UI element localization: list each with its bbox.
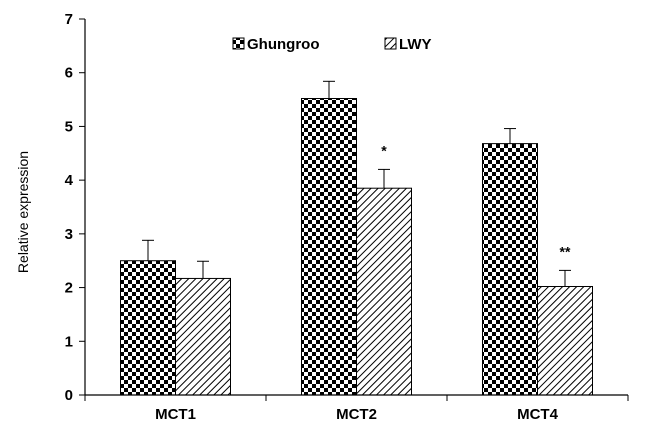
y-tick-label: 1 <box>65 333 73 350</box>
bars-layer <box>120 97 593 396</box>
error-bar-ghungroo-mct4 <box>504 128 516 144</box>
significance-label: * <box>381 142 387 158</box>
y-tick-label: 0 <box>65 387 73 404</box>
error-bar-lwy-mct2 <box>378 168 390 189</box>
legend-label: Ghungroo <box>247 36 319 53</box>
y-tick-label: 3 <box>65 226 73 243</box>
error-bar-lwy-mct4 <box>559 269 571 287</box>
legend-swatch <box>232 37 245 50</box>
x-tick-label: MCT4 <box>517 406 558 423</box>
bar-ghungroo-mct4 <box>482 143 538 396</box>
y-tick-label: 5 <box>65 118 73 135</box>
y-tick-label: 2 <box>65 280 73 297</box>
y-tick-label: 6 <box>65 65 73 82</box>
legend-swatch <box>384 37 397 50</box>
bar-ghungroo-mct1 <box>120 260 176 396</box>
labels-layer: MCT1 * MCT2 ** MCT4 0 1 2 3 4 5 6 7 <box>65 11 571 423</box>
x-tick-label: MCT2 <box>336 406 377 423</box>
axes-layer <box>79 18 629 401</box>
error-bar-lwy-mct1 <box>197 260 209 279</box>
y-tick-label: 4 <box>65 172 74 189</box>
error-bars-layer <box>142 80 571 287</box>
bar-lwy-mct4 <box>537 285 593 396</box>
bar-ghungroo-mct2 <box>301 97 357 396</box>
y-axis-title: Relative expression <box>15 151 31 273</box>
x-tick-label: MCT1 <box>155 406 196 423</box>
y-tick-label: 7 <box>65 11 73 28</box>
legend-item-ghungroo: Ghungroo <box>232 36 319 53</box>
bar-lwy-mct1 <box>175 277 231 396</box>
error-bar-ghungroo-mct1 <box>142 239 154 261</box>
legend-label: LWY <box>399 36 432 53</box>
legend-item-lwy: LWY <box>384 36 432 53</box>
significance-label: ** <box>560 243 571 259</box>
legend: Ghungroo LWY <box>232 36 432 53</box>
bar-lwy-mct2 <box>356 187 412 396</box>
error-bar-ghungroo-mct2 <box>323 80 335 99</box>
